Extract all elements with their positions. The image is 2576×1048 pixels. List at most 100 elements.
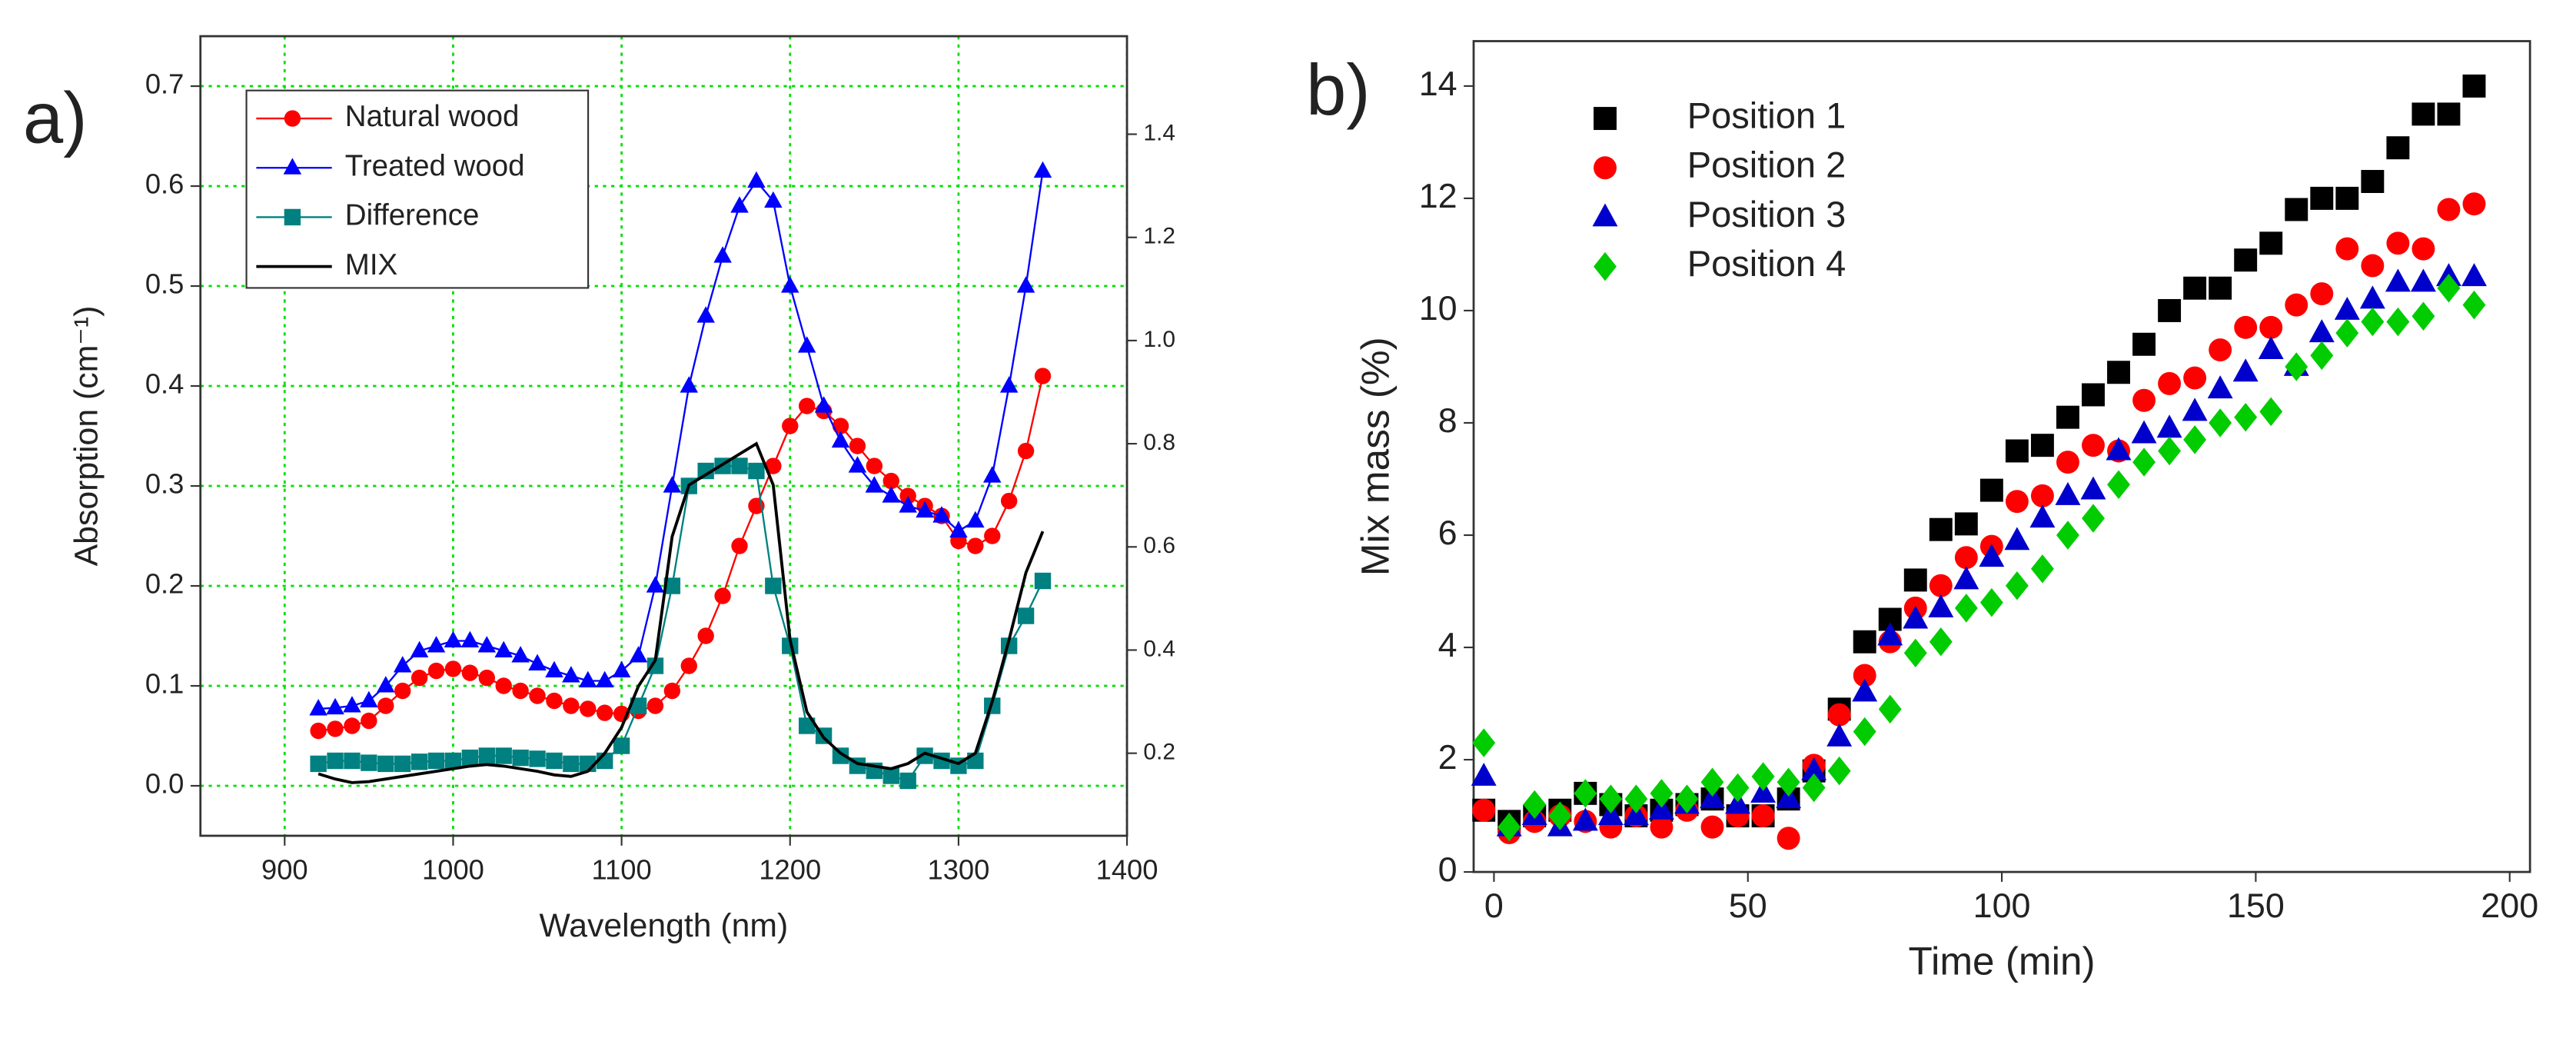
marker (1016, 276, 1035, 293)
marker (1903, 605, 1929, 629)
marker (2285, 352, 2308, 381)
y2-tick-label: 0.2 (1143, 740, 1175, 765)
marker (967, 537, 984, 554)
marker (460, 630, 480, 648)
marker (283, 158, 302, 175)
marker (377, 755, 394, 773)
y-tick-label: 0.1 (145, 668, 184, 700)
marker (1877, 622, 1903, 646)
y-tick-label: 2 (1438, 737, 1458, 777)
marker (848, 456, 867, 473)
marker (798, 398, 816, 414)
x-axis-label: Time (min) (1909, 939, 2096, 983)
legend-label: Position 4 (1687, 243, 1846, 284)
marker (765, 577, 782, 594)
marker (377, 697, 394, 714)
marker (2234, 248, 2258, 272)
marker (2209, 408, 2232, 437)
marker (1801, 757, 1827, 780)
marker (2132, 332, 2156, 356)
marker (1853, 664, 1876, 687)
marker (966, 511, 985, 528)
marker (394, 682, 411, 700)
marker (646, 697, 664, 714)
y-tick-label: 4 (1438, 625, 1458, 664)
marker (999, 376, 1019, 393)
marker (1592, 203, 1618, 227)
plot-frame (199, 35, 1128, 837)
marker (2232, 358, 2259, 382)
marker (949, 521, 968, 538)
marker (2106, 437, 2132, 461)
marker (1751, 804, 1775, 828)
marker (1751, 762, 1775, 791)
marker (2132, 447, 2156, 477)
y2-tick-label: 1.4 (1143, 120, 1175, 145)
marker (563, 755, 580, 773)
marker (1853, 717, 1876, 747)
marker (831, 431, 850, 448)
marker (444, 660, 462, 677)
marker (2158, 298, 2182, 322)
y2-tick-label: 0.8 (1143, 430, 1175, 455)
marker (1017, 607, 1035, 624)
marker (1623, 802, 1649, 826)
marker (2082, 434, 2105, 457)
marker (663, 577, 681, 594)
y-tick-label: 0.7 (145, 68, 184, 100)
marker (882, 486, 901, 503)
x-tick-label: 1300 (928, 854, 990, 886)
marker (680, 376, 699, 393)
legend-label: Difference (345, 199, 480, 232)
marker (1034, 572, 1052, 590)
marker (512, 682, 529, 700)
marker (545, 660, 563, 678)
marker (326, 697, 344, 715)
marker (899, 487, 916, 504)
marker (2361, 254, 2385, 278)
marker (393, 656, 412, 673)
y-tick-label: 10 (1419, 288, 1458, 328)
marker (1826, 723, 1853, 747)
marker (2207, 375, 2233, 399)
marker (1471, 762, 1497, 786)
marker (309, 699, 327, 716)
marker (2209, 276, 2232, 300)
marker (1776, 785, 1802, 809)
marker (2080, 476, 2106, 500)
marker (2030, 434, 2054, 457)
marker (1878, 694, 1902, 724)
marker (899, 496, 917, 513)
marker (714, 587, 731, 604)
marker (361, 754, 377, 771)
marker (2259, 315, 2283, 339)
marker (1523, 790, 1547, 820)
marker (730, 196, 749, 213)
marker (410, 669, 428, 687)
y2-tick-label: 1.2 (1143, 224, 1175, 249)
marker (1594, 251, 1617, 281)
marker (580, 700, 597, 717)
marker (865, 476, 884, 493)
y-tick-label: 14 (1419, 64, 1458, 103)
marker (2310, 282, 2334, 306)
marker (1903, 638, 1927, 668)
y-tick-label: 6 (1438, 513, 1458, 552)
marker (410, 640, 429, 658)
x-tick-label: 1400 (1096, 854, 1158, 886)
marker (2462, 192, 2486, 216)
y2-tick-label: 0.4 (1143, 636, 1175, 661)
y-axis-label: Mix mass (%) (1354, 337, 1398, 576)
x-axis-label: Wavelength (nm) (540, 907, 789, 944)
marker (1979, 587, 2003, 617)
marker (2209, 338, 2232, 362)
marker (427, 636, 446, 653)
marker (832, 418, 849, 434)
y-tick-label: 8 (1438, 401, 1458, 440)
marker (747, 171, 766, 188)
marker (1700, 815, 1724, 839)
marker (1000, 492, 1018, 510)
marker (2132, 388, 2156, 412)
marker (327, 752, 344, 770)
marker (1827, 756, 1851, 786)
